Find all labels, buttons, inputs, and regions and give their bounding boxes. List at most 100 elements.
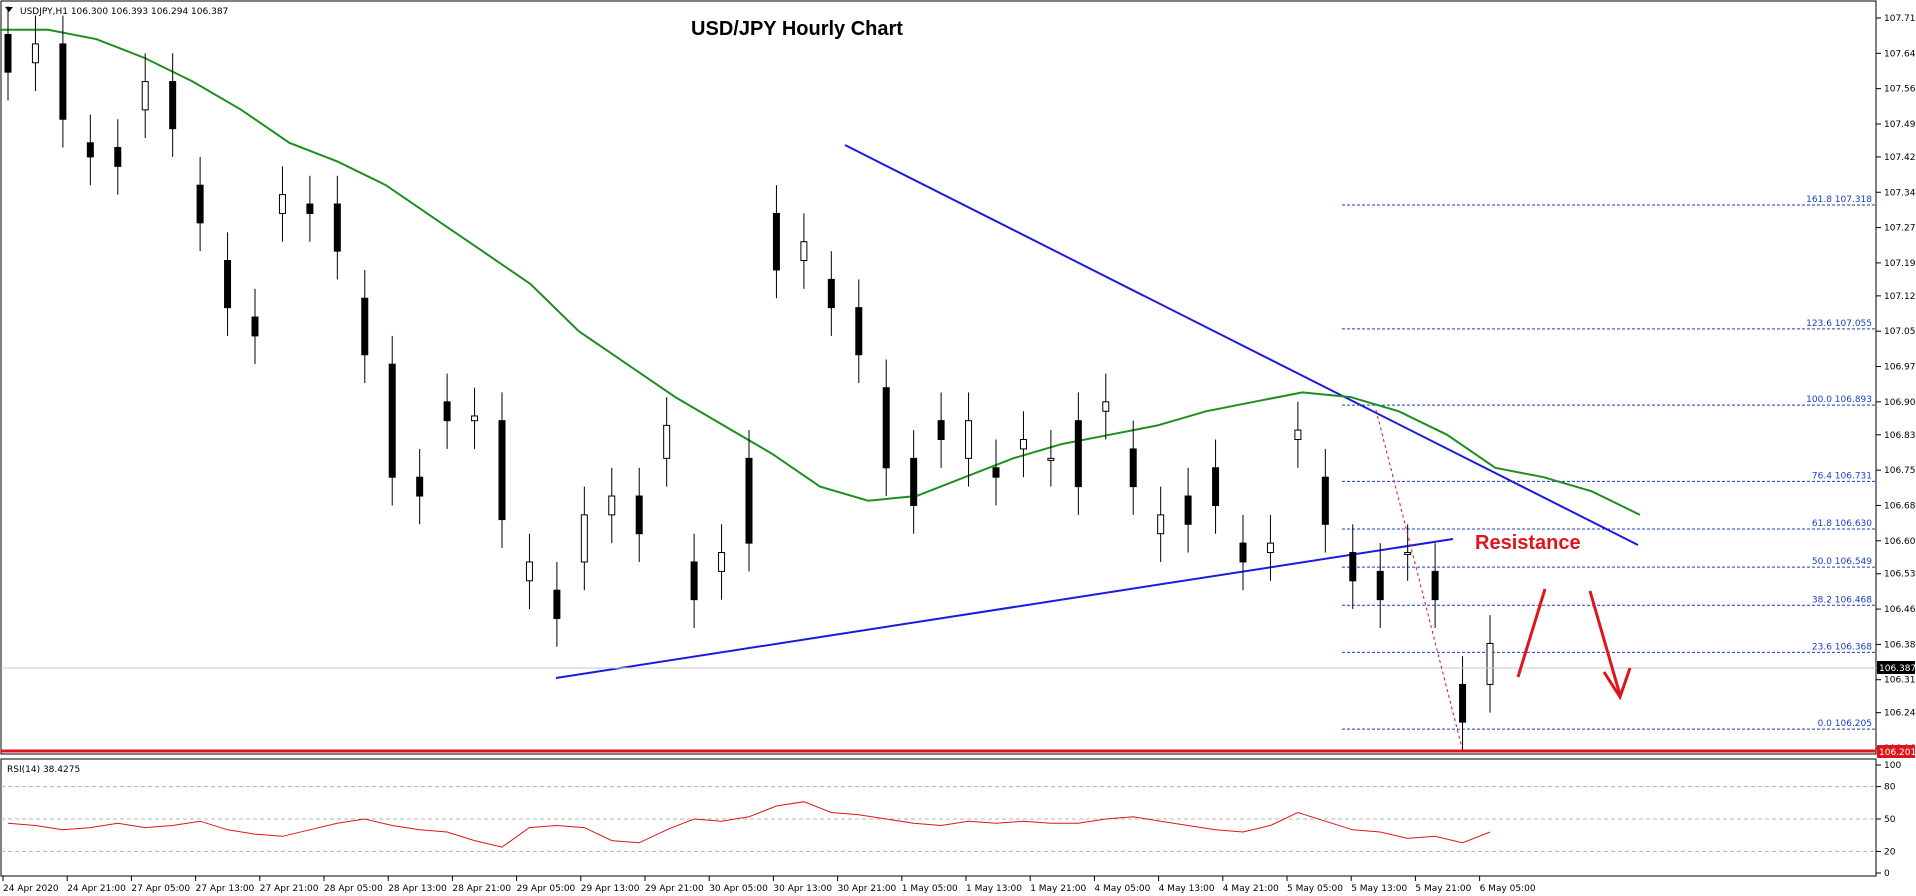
candle-body — [1102, 401, 1110, 412]
current-price-text: 106.387 — [1879, 664, 1916, 674]
fib-level-label: 23.6 106.368 — [1812, 642, 1872, 652]
candle-body — [1129, 448, 1137, 488]
rsi-line — [7, 801, 1491, 848]
rsi-tick-label: 80 — [1884, 783, 1896, 793]
price-tick-label: 107.125 — [1884, 292, 1916, 302]
candle-body — [1239, 542, 1247, 563]
candle-body — [169, 81, 177, 130]
fib-swing-line — [1375, 409, 1463, 749]
candle-body — [251, 316, 259, 337]
candle-body — [31, 43, 39, 64]
support-price-text: 106.201 — [1879, 748, 1916, 758]
time-tick-label: 1 May 21:00 — [1030, 884, 1086, 894]
candle-body — [1404, 552, 1412, 556]
time-tick-label: 24 Apr 21:00 — [67, 884, 126, 894]
candle-body — [443, 401, 451, 422]
candle-body — [1047, 457, 1055, 461]
time-tick-label: 30 Apr 21:00 — [838, 884, 897, 894]
candle-body — [1294, 429, 1302, 441]
rsi-axis: 100 80 50 20 0 — [1876, 761, 1901, 879]
candle-body — [114, 147, 122, 167]
candle-body — [498, 420, 506, 521]
candle-body — [1019, 439, 1027, 450]
candle-body — [992, 467, 1000, 478]
candle-body — [361, 297, 369, 356]
candle-body — [1486, 642, 1494, 685]
candle-body — [580, 514, 588, 563]
candle-body — [800, 241, 808, 262]
candlesticks — [4, 6, 1494, 751]
moving-average — [0, 28, 1641, 516]
candle-body — [1349, 552, 1357, 582]
candle-body — [910, 457, 918, 506]
candle-body — [59, 43, 67, 120]
dropdown-icon[interactable] — [5, 7, 13, 12]
candle-body — [827, 278, 835, 309]
trend-lines — [555, 144, 1639, 679]
price-tick-label: 107.490 — [1884, 120, 1916, 130]
candle-body — [333, 203, 341, 252]
price-tick-label: 106.535 — [1884, 570, 1916, 580]
rsi-tick-label: 0 — [1884, 869, 1890, 879]
candle-body — [635, 495, 643, 535]
rsi-label: RSI(14) 38.4275 — [7, 765, 80, 775]
time-tick-label: 4 May 13:00 — [1159, 884, 1215, 894]
candle-body — [196, 184, 204, 224]
rsi-level-lines — [1, 786, 1876, 852]
candle-body — [4, 33, 12, 73]
time-tick-label: 1 May 05:00 — [902, 884, 958, 894]
candle-body — [608, 495, 616, 516]
price-tick-label: 107.345 — [1884, 188, 1916, 198]
resistance-label: Resistance — [1475, 532, 1581, 554]
time-tick-label: 6 May 05:00 — [1480, 884, 1536, 894]
candle-body — [224, 260, 232, 309]
candle-body — [1212, 467, 1220, 506]
up-arrow — [1516, 588, 1547, 678]
candle-body — [553, 589, 561, 619]
time-tick-label: 30 Apr 13:00 — [773, 884, 832, 894]
time-tick-label: 5 May 13:00 — [1351, 884, 1407, 894]
price-tick-label: 107.715 — [1884, 14, 1916, 24]
candle-body — [965, 420, 973, 459]
fib-level-label: 76.4 106.731 — [1812, 471, 1872, 481]
time-tick-label: 28 Apr 21:00 — [452, 884, 511, 894]
price-tick-label: 107.270 — [1884, 224, 1916, 234]
fib-level-label: 161.8 107.318 — [1806, 195, 1872, 205]
price-tick-label: 106.310 — [1884, 676, 1916, 686]
candle-body — [388, 363, 396, 478]
candle-body — [882, 387, 890, 469]
down-arrow-icon — [1588, 590, 1632, 701]
time-tick-label: 1 May 13:00 — [966, 884, 1022, 894]
fib-level-label: 50.0 106.549 — [1812, 557, 1872, 567]
price-tick-label: 106.240 — [1884, 709, 1916, 719]
candle-body — [1459, 683, 1467, 723]
candle-body — [141, 81, 149, 111]
time-tick-label: 5 May 21:00 — [1415, 884, 1471, 894]
candle-body — [855, 307, 863, 356]
time-tick-label: 24 Apr 2020 — [3, 884, 59, 894]
ascending-trendline — [555, 538, 1454, 679]
price-tick-label: 106.385 — [1884, 640, 1916, 650]
current-price-tag — [1877, 661, 1915, 674]
price-tick-label: 106.460 — [1884, 605, 1916, 615]
candle-body — [1376, 570, 1384, 601]
symbol-info: USDJPY,H1 106.300 106.393 106.294 106.38… — [20, 7, 228, 17]
price-tick-label: 106.900 — [1884, 398, 1916, 408]
fib-level-label: 38.2 106.468 — [1812, 595, 1872, 605]
time-tick-label: 4 May 21:00 — [1223, 884, 1279, 894]
candle-body — [1184, 495, 1192, 525]
candle-body — [772, 212, 780, 271]
time-tick-label: 29 Apr 05:00 — [517, 884, 576, 894]
chart-title: USD/JPY Hourly Chart — [691, 18, 903, 40]
time-tick-label: 30 Apr 05:00 — [709, 884, 768, 894]
rsi-tick-label: 100 — [1884, 761, 1901, 771]
time-tick-label: 27 Apr 13:00 — [196, 884, 255, 894]
fib-level-label: 0.0 106.205 — [1818, 719, 1872, 729]
price-tick-label: 107.640 — [1884, 49, 1916, 59]
time-tick-label: 28 Apr 13:00 — [388, 884, 447, 894]
candle-body — [718, 552, 726, 572]
time-tick-label: 28 Apr 05:00 — [324, 884, 383, 894]
candle-body — [1266, 542, 1274, 554]
price-tick-label: 107.195 — [1884, 259, 1916, 269]
